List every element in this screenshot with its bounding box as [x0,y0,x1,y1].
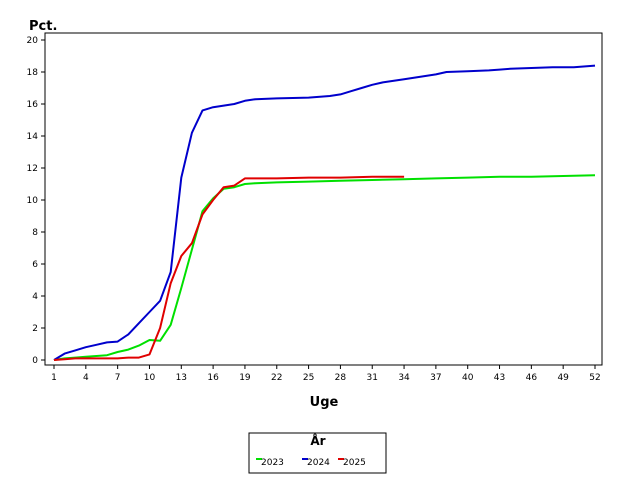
series-line-2025 [53,175,405,361]
series-lines [53,64,596,361]
y-tick-label: 8 [32,228,38,238]
x-tick-label: 49 [557,373,569,383]
x-tick-label: 16 [207,373,219,383]
y-axis: 0 2 4 6 8 10 12 14 16 18 20 [27,36,45,366]
legend-label-2025: 2025 [343,458,366,468]
x-tick-label: 13 [176,373,187,383]
x-tick-label: 22 [271,373,282,383]
legend-label-2023: 2023 [261,458,284,468]
x-axis: 1 4 7 10 13 16 19 22 25 28 31 34 37 40 43 46 49 52 [51,365,601,383]
x-tick-label: 10 [144,373,156,383]
x-tick-label: 1 [51,373,57,383]
legend-box [248,432,387,474]
x-tick-label: 43 [494,373,505,383]
series-line-2024 [53,64,596,361]
legend: År 2023 2024 2025 [248,432,387,474]
y-tick-label: 18 [27,68,39,78]
x-tick-label: 4 [83,373,89,383]
x-tick-label: 40 [462,373,474,383]
y-tick-label: 6 [32,260,38,270]
y-tick-label: 10 [27,196,39,206]
x-tick-label: 34 [398,373,410,383]
y-tick-label: 4 [32,292,38,302]
y-tick-label: 20 [27,36,39,46]
plot-frame [44,32,603,366]
x-tick-label: 7 [115,373,121,383]
y-tick-label: 0 [32,356,38,366]
y-tick-label: 12 [27,164,38,174]
x-tick-label: 28 [335,373,347,383]
series-line-2023 [53,174,596,361]
x-tick-label: 25 [303,373,314,383]
y-tick-label: 14 [27,132,39,142]
x-tick-label: 31 [367,373,378,383]
y-tick-label: 2 [32,324,38,334]
x-tick-label: 37 [430,373,441,383]
x-axis-label: Uge [310,395,339,410]
y-tick-label: 16 [27,100,39,110]
legend-title: År [310,433,325,448]
x-tick-label: 52 [589,373,600,383]
legend-label-2024: 2024 [307,458,330,468]
y-axis-label: Pct. [29,19,57,34]
x-tick-label: 19 [239,373,251,383]
x-tick-label: 46 [526,373,538,383]
